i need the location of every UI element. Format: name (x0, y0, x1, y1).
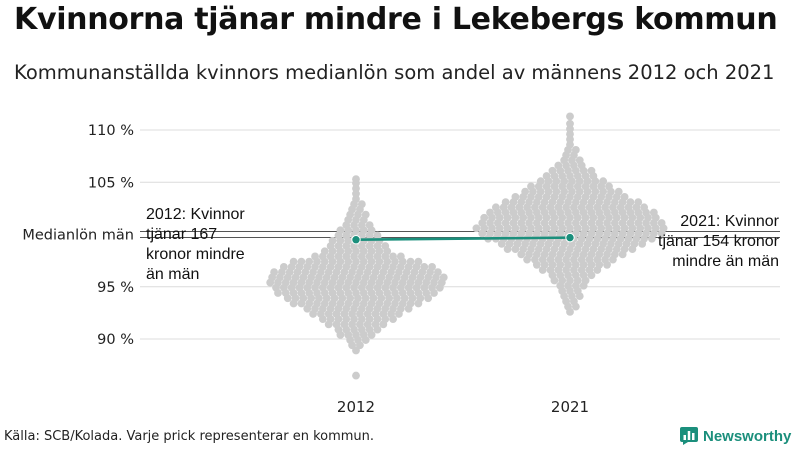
x-axis-label: 2021 (551, 398, 589, 416)
municipality-dot (649, 208, 658, 217)
y-tick-label: 105 % (88, 175, 134, 191)
municipality-dot (566, 119, 574, 128)
annotation-2021: 2021: Kvinnor tjänar 154 kronor mindre än … (658, 213, 780, 270)
municipality-dot (492, 203, 500, 212)
municipality-dot (311, 252, 319, 261)
municipality-dot (542, 172, 551, 180)
municipality-dot (501, 198, 510, 207)
brand-name: Newsworthy (703, 427, 792, 445)
gridlines (140, 129, 780, 340)
municipality-dot (472, 224, 481, 233)
x-axis-label: 2012 (337, 398, 375, 416)
municipality-dot (605, 182, 613, 191)
reference-line-label: Medianlön män (22, 228, 134, 244)
x-axis-labels: 2012 2021 (337, 398, 589, 416)
municipality-dot (571, 145, 580, 154)
y-tick-label: 90 % (97, 332, 134, 348)
y-tick-label: 110 % (88, 123, 134, 139)
newsworthy-logo-icon (680, 427, 698, 445)
brand-logo: Newsworthy (680, 427, 791, 445)
municipality-dot (480, 213, 489, 222)
highlight-point (565, 232, 575, 243)
municipality-dot (373, 231, 382, 240)
municipality-dot (406, 257, 415, 266)
chart-area: 90 % 95 % 105 % 110 % Medianlön män 2012: K… (22, 112, 780, 416)
municipality-dot (614, 187, 623, 196)
annotations: 2012: Kvinnor tjänar 167 kronor mindre än m… (146, 206, 780, 283)
municipality-dot (289, 257, 298, 266)
municipality-dot (599, 177, 608, 186)
municipality-dot (575, 156, 584, 165)
municipality-dot (536, 177, 545, 186)
municipality-dot (428, 262, 436, 271)
municipality-dot (626, 198, 635, 207)
highlight-point (351, 235, 361, 245)
annotation-2012-line: än män (146, 266, 199, 283)
source-note: Källa: SCB/Kolada. Varje prick represent… (4, 429, 375, 444)
municipality-dot (511, 192, 520, 201)
municipality-dot (389, 252, 397, 261)
chart-title: Kvinnorna tjänar mindre i Lekebergs komm… (14, 2, 778, 37)
municipality-dot (527, 182, 535, 191)
municipality-dot (620, 192, 629, 201)
municipality-dot (305, 257, 314, 266)
municipality-dot (420, 262, 429, 271)
municipality-dot (554, 161, 563, 170)
municipality-dot (352, 175, 360, 184)
municipality-dot (328, 236, 337, 245)
y-axis-tick-labels: 90 % 95 % 105 % 110 % (88, 123, 134, 348)
municipality-dot (297, 257, 306, 266)
dot-swarms (266, 112, 668, 380)
y-tick-label: 95 % (97, 280, 134, 296)
municipality-dot (396, 252, 405, 261)
municipality-dot (486, 208, 494, 217)
annotation-2012-line: kronor mindre (146, 246, 245, 263)
municipality-dot (352, 371, 360, 380)
municipality-dot (434, 268, 442, 277)
municipality-dot (320, 247, 329, 256)
annotation-2012-line: 2012: Kvinnor (146, 206, 245, 223)
annotation-2021-line: tjänar 154 kronor (658, 233, 780, 250)
municipality-dot (414, 257, 423, 266)
municipality-dot (279, 262, 288, 271)
municipality-dot (657, 219, 666, 227)
municipality-dot (270, 268, 278, 277)
chart-subtitle: Kommunanställda kvinnors medianlön som a… (14, 61, 775, 84)
annotation-2021-line: 2021: Kvinnor (680, 213, 779, 230)
municipality-dot (587, 166, 596, 175)
municipality-dot (640, 203, 648, 212)
highlight-series (351, 232, 575, 245)
municipality-dot (566, 112, 574, 121)
municipality-dot (439, 273, 448, 282)
municipality-dot (336, 226, 345, 235)
municipality-dot (361, 210, 370, 219)
annotation-2021-line: mindre än män (672, 253, 779, 270)
highlight-line (355, 236, 571, 242)
municipality-dot (365, 221, 374, 229)
annotation-2012-line: tjänar 167 (146, 226, 217, 243)
municipality-dot (634, 198, 643, 207)
municipality-dot (548, 166, 557, 175)
annotation-2012: 2012: Kvinnor tjänar 167 kronor mindre än m… (146, 206, 245, 283)
municipality-dot (381, 242, 390, 250)
municipality-dot (521, 187, 530, 196)
municipality-dot (357, 200, 366, 209)
